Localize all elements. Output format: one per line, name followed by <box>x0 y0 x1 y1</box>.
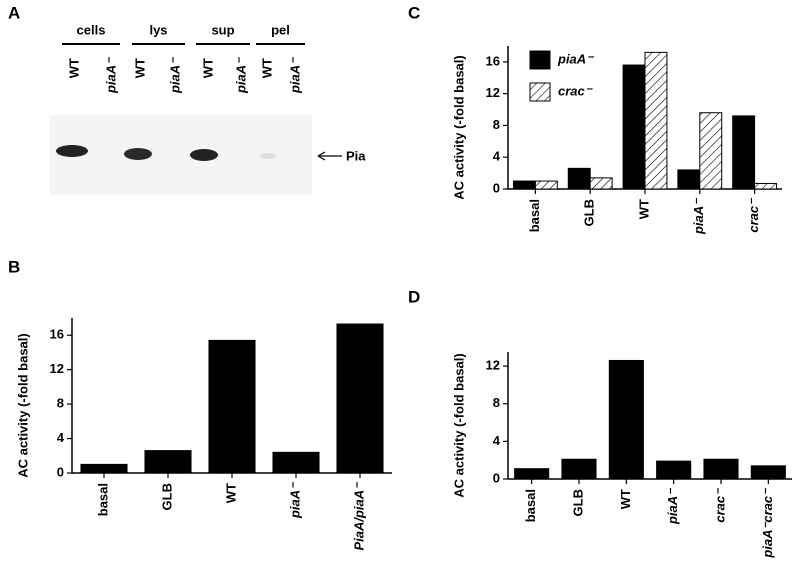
blot-band <box>124 148 152 160</box>
bar <box>732 115 756 190</box>
x-tick-label: PiaA/piaA⁻ <box>351 481 366 551</box>
lane-label: WT <box>66 58 81 78</box>
y-tick-label: 0 <box>493 180 500 195</box>
group-label: pel <box>271 22 290 37</box>
bar <box>512 180 536 190</box>
x-tick-label: WT <box>618 489 633 509</box>
bar <box>534 180 558 190</box>
bar <box>656 460 692 480</box>
lane-label: piaA⁻ <box>287 56 302 94</box>
bar <box>750 465 786 480</box>
y-tick-label: 8 <box>493 117 500 132</box>
y-tick-label: 12 <box>50 361 64 376</box>
y-axis-title: AC activity (-fold basal) <box>451 353 466 497</box>
bar <box>567 167 591 190</box>
x-tick-label: GLB <box>582 199 597 226</box>
x-tick-label: basal <box>95 483 110 516</box>
legend-swatch <box>529 50 551 70</box>
x-tick-label: piaA⁻ <box>665 487 680 525</box>
panel-label: D <box>408 287 420 306</box>
panel-label: C <box>408 3 420 22</box>
bar <box>336 323 384 474</box>
panel-label: A <box>8 3 20 22</box>
bar <box>703 458 739 480</box>
x-tick-label: piaA⁻ <box>691 197 706 235</box>
y-tick-label: 12 <box>486 358 500 373</box>
group-label: cells <box>77 22 106 37</box>
y-tick-label: 0 <box>57 464 64 479</box>
y-tick-label: 12 <box>486 85 500 100</box>
bar <box>514 468 550 480</box>
x-tick-label: GLB <box>159 483 174 510</box>
bar <box>272 451 320 474</box>
bar <box>644 51 668 190</box>
lane-label: piaA⁻ <box>167 56 182 94</box>
bar <box>561 458 597 480</box>
legend-label: crac⁻ <box>558 83 594 98</box>
marker-label: Pia <box>346 148 366 163</box>
blot-panel: A Pia cells lys sup pel WT piaA⁻ WT piaA⁻ WT piaA… <box>8 3 366 195</box>
x-tick-label: GLB <box>570 489 585 516</box>
x-tick-label: WT <box>636 199 651 219</box>
y-tick-label: 4 <box>493 149 501 164</box>
bar <box>208 339 256 474</box>
x-tick-label: WT <box>223 483 238 503</box>
x-tick-label: piaA⁻crac⁻ <box>760 487 775 559</box>
y-axis-title: AC activity (-fold basal) <box>15 333 30 477</box>
bar <box>144 450 192 474</box>
blot-band <box>260 153 276 159</box>
x-tick-label: basal <box>523 489 538 522</box>
bar <box>80 463 128 474</box>
y-axis-title: AC activity (-fold basal) <box>451 55 466 199</box>
y-tick-label: 16 <box>50 327 64 342</box>
y-tick-label: 16 <box>486 53 500 68</box>
bar <box>622 64 646 190</box>
group-label: sup <box>211 22 234 37</box>
x-tick-label: crac⁻ <box>712 487 727 523</box>
y-tick-label: 4 <box>493 433 501 448</box>
lane-label: piaA⁻ <box>233 56 248 94</box>
legend-label: piaA⁻ <box>557 51 595 66</box>
arrow-head <box>317 151 326 161</box>
lane-label: WT <box>259 58 274 78</box>
y-tick-label: 4 <box>57 430 65 445</box>
legend-swatch <box>529 82 551 102</box>
bar <box>608 359 644 480</box>
x-tick-label: piaA⁻ <box>287 481 302 519</box>
bar <box>677 169 701 190</box>
bar <box>699 112 723 190</box>
bar <box>589 177 613 190</box>
group-label: lys <box>149 22 167 37</box>
x-tick-label: basal <box>527 199 542 232</box>
y-tick-label: 0 <box>493 470 500 485</box>
panel-label: B <box>8 257 20 276</box>
lane-label: piaA⁻ <box>103 56 118 94</box>
blot-band <box>56 145 88 157</box>
y-tick-label: 8 <box>57 396 64 411</box>
blot-band <box>190 149 218 161</box>
lane-label: WT <box>132 58 147 78</box>
y-tick-label: 8 <box>493 395 500 410</box>
x-tick-label: crac⁻ <box>746 197 761 233</box>
lane-label: WT <box>200 58 215 78</box>
bar <box>754 182 778 190</box>
